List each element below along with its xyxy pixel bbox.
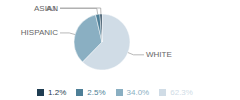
svg-text:WHITE: WHITE xyxy=(146,50,172,59)
html-text:1.2%: 1.2% xyxy=(48,88,67,97)
html-text:2.5%: 2.5% xyxy=(87,88,106,97)
svg-text:A.I.: A.I. xyxy=(46,4,58,13)
svg-text:ASIAN: ASIAN xyxy=(34,4,58,13)
html-text:34.0%: 34.0% xyxy=(126,88,150,97)
html-text:62.3%: 62.3% xyxy=(170,88,193,97)
svg-text:HISPANIC: HISPANIC xyxy=(21,28,58,37)
